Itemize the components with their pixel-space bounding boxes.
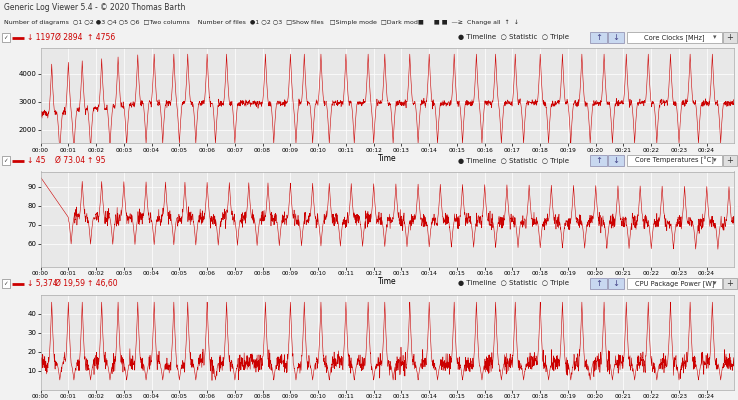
Text: ✓: ✓ <box>4 158 8 163</box>
Text: ↓ 5,374: ↓ 5,374 <box>27 279 62 288</box>
Text: ● Timeline  ○ Statistic  ○ Triple: ● Timeline ○ Statistic ○ Triple <box>458 34 568 40</box>
Text: ↓: ↓ <box>613 33 620 42</box>
Text: ● Timeline  ○ Statistic  ○ Triple: ● Timeline ○ Statistic ○ Triple <box>458 158 568 164</box>
Bar <box>2 32 10 42</box>
Bar <box>590 155 607 166</box>
Text: Ø 73.04: Ø 73.04 <box>55 156 90 165</box>
Bar <box>608 32 624 43</box>
Bar <box>2 156 10 166</box>
X-axis label: Time: Time <box>378 154 397 163</box>
Text: ↑ 4756: ↑ 4756 <box>87 33 115 42</box>
Text: ● Timeline  ○ Statistic  ○ Triple: ● Timeline ○ Statistic ○ Triple <box>458 280 568 286</box>
Text: Ø 2894: Ø 2894 <box>55 33 88 42</box>
Text: ✓: ✓ <box>4 35 8 40</box>
Text: ↓ 1197: ↓ 1197 <box>27 33 59 42</box>
Text: CPU Package Power [W]: CPU Package Power [W] <box>635 280 714 287</box>
Bar <box>590 32 607 43</box>
Text: ▾: ▾ <box>713 158 716 164</box>
Text: Ø 19,59: Ø 19,59 <box>55 279 90 288</box>
Text: ▾: ▾ <box>713 34 716 40</box>
Bar <box>2 278 10 288</box>
Bar <box>608 155 624 166</box>
Text: +: + <box>726 279 734 288</box>
Bar <box>723 32 737 43</box>
Text: ↑: ↑ <box>595 279 602 288</box>
Text: ↓: ↓ <box>613 156 620 165</box>
Text: ✓: ✓ <box>4 281 8 286</box>
Bar <box>723 155 737 166</box>
Bar <box>590 278 607 289</box>
Text: ↓ 45: ↓ 45 <box>27 156 50 165</box>
Bar <box>723 278 737 289</box>
Text: ↑: ↑ <box>595 33 602 42</box>
Bar <box>608 278 624 289</box>
Text: ▾: ▾ <box>713 280 716 286</box>
Text: Core Temperatures [°C]: Core Temperatures [°C] <box>635 157 714 164</box>
Text: ↓: ↓ <box>613 279 620 288</box>
X-axis label: Time: Time <box>378 277 397 286</box>
Text: +: + <box>726 33 734 42</box>
Text: Core Clocks [MHz]: Core Clocks [MHz] <box>644 34 705 41</box>
Text: ↑: ↑ <box>595 156 602 165</box>
Text: ↑ 46,60: ↑ 46,60 <box>87 279 117 288</box>
Text: +: + <box>726 156 734 165</box>
Text: Number of diagrams  ○1 ○2 ●3 ○4 ○5 ○6  □Two columns    Number of files  ●1 ○2 ○3: Number of diagrams ○1 ○2 ●3 ○4 ○5 ○6 □Tw… <box>4 20 519 25</box>
Text: Generic Log Viewer 5.4 - © 2020 Thomas Barth: Generic Log Viewer 5.4 - © 2020 Thomas B… <box>4 2 185 12</box>
Text: ↑ 95: ↑ 95 <box>87 156 106 165</box>
